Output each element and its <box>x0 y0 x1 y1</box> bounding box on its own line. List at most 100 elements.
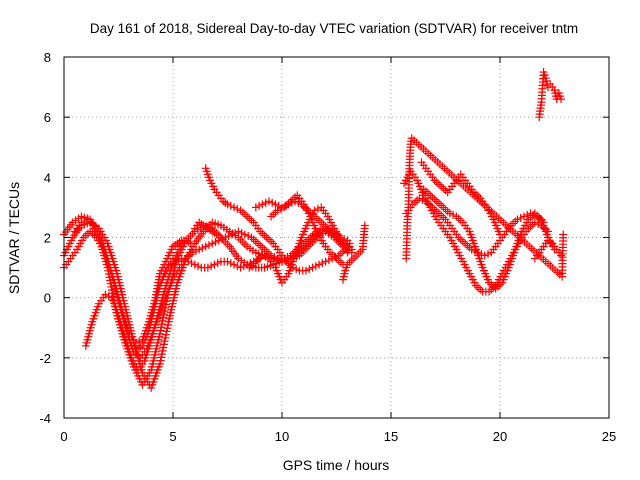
series-track-p <box>190 218 221 239</box>
data-point <box>264 235 273 244</box>
data-point <box>511 217 520 226</box>
data-point <box>336 258 345 267</box>
x-tick-label: 25 <box>602 429 616 444</box>
data-point <box>432 197 441 206</box>
data-point <box>88 229 97 238</box>
data-point <box>180 256 189 265</box>
data-point <box>77 218 86 227</box>
data-point <box>135 337 144 346</box>
data-point <box>213 259 222 268</box>
data-point <box>226 259 235 268</box>
series-track-m <box>419 185 559 293</box>
data-point <box>223 257 232 266</box>
data-point <box>308 263 317 272</box>
y-tick-label: 2 <box>44 231 51 246</box>
data-point <box>223 200 232 209</box>
data-point <box>230 203 239 212</box>
data-point <box>557 251 566 260</box>
data-point <box>243 212 252 221</box>
data-point <box>530 218 539 227</box>
data-point <box>352 251 361 260</box>
y-tick-label: -4 <box>39 411 51 426</box>
data-point <box>449 210 458 219</box>
data-point <box>258 229 267 238</box>
data-point <box>81 231 90 240</box>
data-point <box>262 233 271 242</box>
data-point <box>557 95 566 104</box>
data-point <box>271 200 280 209</box>
data-point <box>190 260 199 269</box>
data-point <box>188 248 197 257</box>
data-point <box>432 178 441 187</box>
series-track-q <box>339 221 369 284</box>
data-point <box>211 238 220 247</box>
data-point <box>267 212 276 221</box>
data-point <box>463 241 472 250</box>
data-point <box>313 204 322 213</box>
data-point <box>437 211 446 220</box>
data-point <box>264 197 273 206</box>
x-tick-label: 20 <box>493 429 507 444</box>
data-point <box>445 209 454 218</box>
data-point <box>233 204 242 213</box>
y-tick-label: -2 <box>39 351 51 366</box>
data-point <box>136 343 145 352</box>
data-point <box>439 213 448 222</box>
data-point <box>428 193 437 202</box>
data-point <box>237 228 246 237</box>
y-tick-label: 8 <box>44 50 51 65</box>
data-point <box>513 215 522 224</box>
y-tick-label: 0 <box>44 291 51 306</box>
data-point <box>311 262 320 271</box>
data-point <box>294 198 303 207</box>
data-point <box>292 265 301 274</box>
data-point <box>418 195 427 204</box>
data-point <box>240 230 249 239</box>
data-point <box>195 245 204 254</box>
data-point <box>258 243 267 252</box>
data-point <box>276 204 285 213</box>
data-point <box>236 263 245 272</box>
data-point <box>255 201 264 210</box>
data-point <box>301 266 310 275</box>
data-point <box>210 260 219 269</box>
data-point <box>437 201 446 210</box>
data-point <box>184 238 193 247</box>
series-track-i <box>267 191 348 269</box>
data-point <box>458 237 467 246</box>
data-point <box>434 180 443 189</box>
y-axis-label: SDTVAR / TECUs <box>6 182 22 294</box>
data-point <box>534 219 543 228</box>
data-point <box>194 262 203 271</box>
data-point <box>441 186 450 195</box>
data-point <box>254 255 263 264</box>
data-point <box>269 210 278 219</box>
data-point <box>270 253 279 262</box>
data-point <box>443 207 452 216</box>
data-point <box>496 230 504 239</box>
x-tick-label: 10 <box>275 429 289 444</box>
axis-ticks: 0 5 10 15 20 25 -4 -2 0 2 4 6 8 <box>39 50 616 444</box>
data-point <box>268 198 277 207</box>
data-point <box>224 231 233 240</box>
data-point <box>191 247 200 256</box>
data-point <box>208 239 217 248</box>
data-point <box>439 184 448 193</box>
series-track-r <box>402 134 568 281</box>
data-point <box>476 285 485 294</box>
data-point <box>317 218 326 227</box>
data-point <box>454 214 463 223</box>
data-point <box>360 221 369 230</box>
data-point <box>347 256 356 265</box>
data-point <box>305 265 314 274</box>
data-point <box>254 239 263 248</box>
data-point <box>230 260 239 269</box>
data-point <box>256 241 265 250</box>
data-point <box>204 241 213 250</box>
data-point <box>327 225 336 234</box>
data-point <box>559 230 568 239</box>
data-point <box>273 206 282 215</box>
data-point <box>244 231 253 240</box>
data-point <box>251 203 260 212</box>
